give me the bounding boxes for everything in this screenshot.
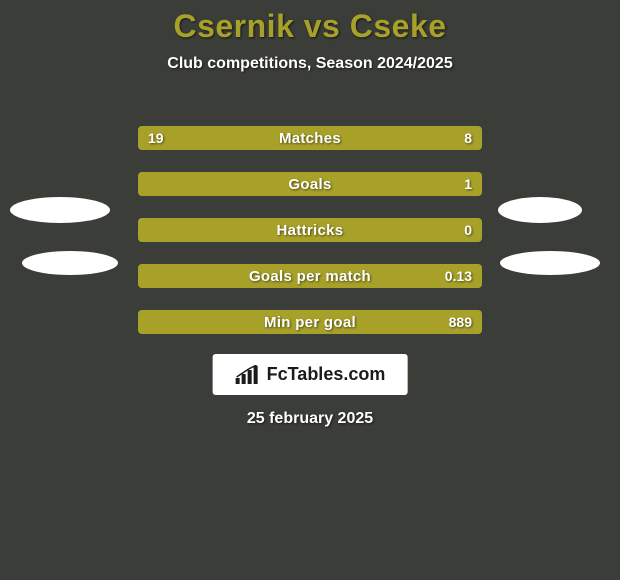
stat-label: Goals [138,172,482,196]
page-title: Csernik vs Cseke [0,0,620,45]
decorative-oval [22,251,118,275]
stat-label: Goals per match [138,264,482,288]
bars-icon [235,365,261,385]
stat-label: Matches [138,126,482,150]
stat-row: 889Min per goal [138,310,482,334]
date-label: 25 february 2025 [0,410,620,428]
decorative-oval [10,197,110,223]
decorative-oval [500,251,600,275]
stat-row: 0.13Goals per match [138,264,482,288]
stat-row: 1Goals [138,172,482,196]
stat-label: Hattricks [138,218,482,242]
stat-label: Min per goal [138,310,482,334]
subtitle: Club competitions, Season 2024/2025 [0,55,620,73]
source-badge-text: FcTables.com [267,364,386,385]
decorative-oval [498,197,582,223]
stat-row: 198Matches [138,126,482,150]
source-badge: FcTables.com [213,354,408,395]
stat-row: 0Hattricks [138,218,482,242]
stat-rows: 198Matches 1Goals 0Hattricks 0.13Goals per … [138,126,482,356]
comparison-infographic: Csernik vs Cseke Club competitions, Seas… [0,0,620,580]
